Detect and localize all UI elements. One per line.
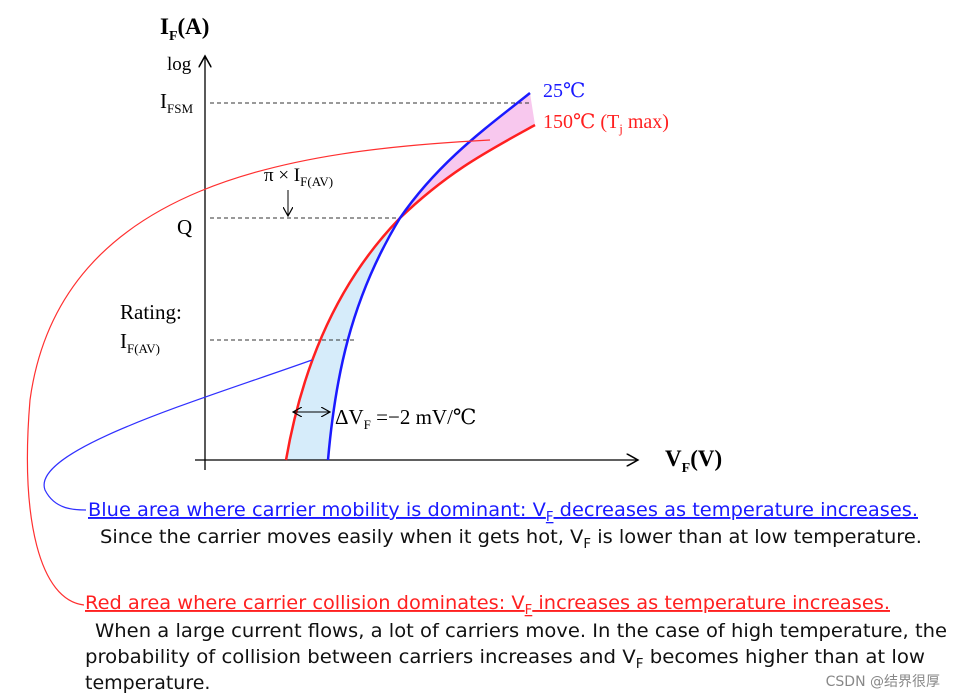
red-callout — [26, 139, 491, 606]
red-note-body-1: When a large current flows, a lot of car… — [95, 620, 947, 642]
delta-label: ΔVF =−2 mV/℃ — [335, 405, 476, 432]
text-part: increases as temperature increases. — [532, 592, 890, 614]
credit: CSDN @结界很厚 — [826, 674, 940, 690]
text-part: is lower than at low temperature. — [591, 526, 922, 548]
text-sub: F — [583, 537, 591, 552]
red-note-title: Red area where carrier collision dominat… — [85, 592, 890, 618]
label-sub: F — [682, 461, 691, 476]
text-part: becomes higher than at low — [643, 646, 925, 668]
x-axis-label: VF(V) — [665, 446, 722, 476]
y-axis-label: IF(A) — [160, 14, 209, 44]
text-part: Blue area where carrier mobility is domi… — [88, 499, 546, 521]
blue-note-body: Since the carrier moves easily when it g… — [100, 526, 922, 552]
label-sub: j — [618, 121, 623, 136]
rating-current: IF(AV) — [120, 329, 160, 356]
label-sub: F(AV) — [127, 341, 160, 356]
label-part: (A) — [178, 14, 210, 39]
label-part: V — [665, 446, 682, 471]
label-sub: F — [169, 29, 178, 44]
label-part: (V) — [690, 446, 722, 471]
text-sub: F — [546, 510, 554, 525]
text-part: Since the carrier moves easily when it g… — [100, 526, 583, 548]
text-part: decreases as temperature increases. — [554, 499, 918, 521]
label-sub: F(AV) — [300, 174, 333, 189]
red-area — [400, 93, 535, 218]
label-part: I — [120, 329, 127, 353]
label-part: π × I — [264, 165, 300, 186]
label-part: max) — [623, 111, 669, 133]
label-part: 150℃ (T — [543, 111, 619, 133]
text-part: probability of collision between carrier… — [85, 646, 636, 668]
text-sub: F — [525, 603, 533, 618]
curve-150c — [284, 123, 536, 461]
rating-label: Rating: — [120, 300, 182, 324]
y-scale: log — [167, 54, 192, 75]
blue-callout — [43, 359, 313, 511]
curve-25c-label: 25℃ — [543, 80, 585, 102]
label-sub: F — [364, 417, 371, 432]
blue-area — [286, 218, 400, 460]
text-part: Red area where carrier collision dominat… — [85, 592, 525, 614]
label-sub: FSM — [167, 101, 193, 116]
red-note-body-2: probability of collision between carrier… — [85, 646, 925, 672]
q-label: Q — [177, 215, 192, 239]
curve-25c — [326, 92, 531, 461]
label-part: ΔV — [335, 405, 364, 429]
label-part: I — [160, 89, 167, 113]
label-part: I — [160, 14, 169, 39]
blue-note-title: Blue area where carrier mobility is domi… — [88, 499, 918, 525]
label-part: =−2 mV/℃ — [371, 405, 477, 429]
text-sub: F — [636, 657, 644, 672]
curve-150c-label: 150℃ (Tj max) — [543, 111, 669, 136]
red-note-body-3: temperature. — [85, 672, 210, 694]
ifsm-label: IFSM — [160, 89, 193, 116]
pi-label: π × IF(AV) — [264, 165, 333, 189]
